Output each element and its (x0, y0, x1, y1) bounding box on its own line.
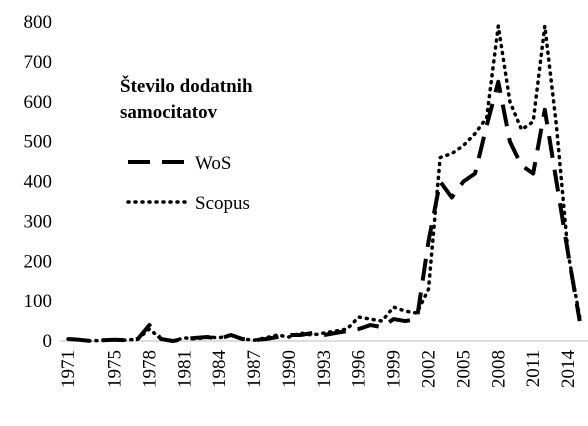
y-tick-label: 700 (24, 52, 53, 73)
x-tick-label: 1971 (58, 350, 79, 388)
y-tick-label: 100 (24, 291, 53, 312)
series-line (66, 24, 582, 343)
legend-label: Scopus (195, 193, 250, 214)
x-tick-label: 1993 (314, 350, 335, 388)
x-tick-label: 1999 (384, 350, 405, 388)
x-tick-label: 2008 (488, 350, 509, 388)
x-tick-label: 2005 (453, 350, 474, 388)
legend-label: WoS (195, 153, 231, 174)
y-tick-label: 400 (24, 172, 53, 193)
y-tick-label: 500 (24, 132, 53, 153)
x-tick-label: 1978 (139, 350, 160, 388)
x-tick-label: 1975 (105, 350, 126, 388)
x-tick-label: 1996 (349, 350, 370, 388)
y-tick-label: 600 (24, 92, 53, 113)
legend-title: Število dodatnih samocitatov (120, 76, 253, 123)
x-tick-label: 1984 (209, 350, 230, 389)
y-tick-label: 200 (24, 251, 53, 272)
y-tick-label: 300 (24, 211, 53, 232)
y-tick-label: 800 (24, 12, 53, 33)
x-tick-label: 1981 (174, 350, 195, 388)
x-tick-label: 1987 (244, 350, 265, 388)
x-tick-label: 1990 (279, 350, 300, 388)
x-tick-label: 2014 (558, 350, 579, 389)
x-tick-label: 2002 (419, 350, 440, 388)
x-tick-label: 2011 (523, 350, 544, 387)
y-tick-label: 0 (43, 331, 53, 352)
